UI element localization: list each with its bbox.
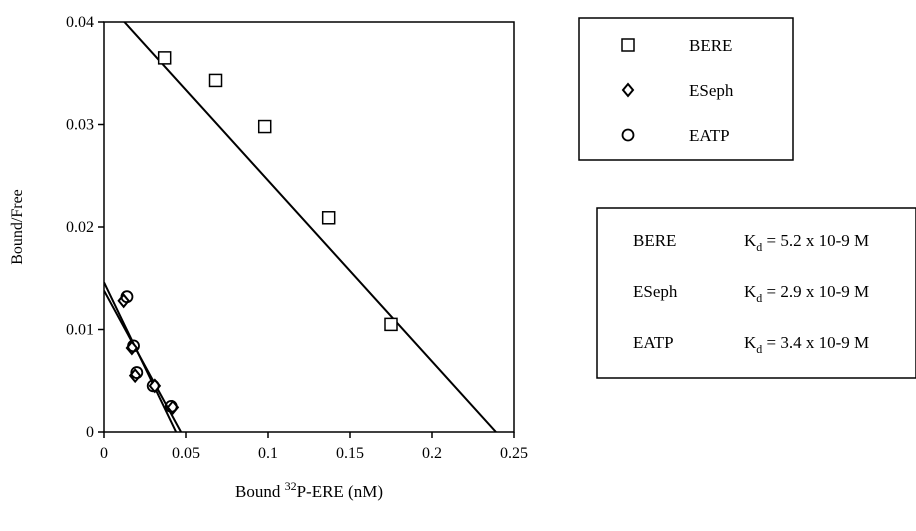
y-tick-label-1: 0.01: [66, 322, 94, 339]
legend-label-eatp: EATP: [689, 126, 730, 145]
point-eatp-4: [164, 399, 178, 413]
kd-row-value-bere: Kd = 5.2 x 10-9 M: [744, 231, 869, 254]
legend-label-eseph: ESeph: [689, 81, 734, 100]
x-axis-label-rest: P-ERE (nM): [297, 482, 383, 501]
y-tick-label-2: 0.02: [66, 219, 94, 236]
point-eatp-2: [130, 366, 144, 379]
kd-row-name-eseph: ESeph: [633, 282, 678, 301]
data-points: [117, 51, 398, 415]
legend-marker-eatp: [621, 128, 635, 142]
y-axis-label: Bound/Free: [9, 189, 26, 265]
legend-marker-bere: [621, 38, 635, 52]
kd-row-value-eseph: Kd = 2.9 x 10-9 M: [744, 282, 869, 305]
point-eatp-1: [127, 339, 140, 353]
fit-lines: [104, 22, 497, 432]
x-tick-label-3: 0.15: [336, 445, 364, 462]
legend: BERE ESeph EATP: [621, 36, 734, 145]
x-tick-label-4: 0.2: [422, 445, 442, 462]
point-bere-1: [208, 73, 223, 88]
x-tick-label-1: 0.05: [172, 445, 200, 462]
point-bere-4: [384, 317, 398, 332]
y-axis: 0 0.01 0.02 0.03 0.04: [66, 14, 104, 441]
kd-row-name-bere: BERE: [633, 231, 676, 250]
kd-table-box: [596, 207, 916, 379]
x-axis-label-superscript: 32: [285, 479, 297, 493]
y-tick-label-4: 0.04: [66, 14, 94, 31]
point-eatp-0: [120, 290, 134, 304]
kd-row-value-eatp: Kd = 3.4 x 10-9 M: [744, 333, 869, 356]
x-tick-label-0: 0: [100, 445, 108, 462]
fit-line-bere: [123, 22, 497, 432]
kd-row-name-eatp: EATP: [633, 333, 674, 352]
fit-line-eatp: [104, 281, 178, 432]
legend-box: [578, 17, 794, 161]
point-bere-2: [257, 119, 272, 134]
legend-marker-eseph: [621, 82, 635, 98]
x-axis: 0 0.05 0.1 0.15 0.2 0.25: [100, 432, 528, 462]
x-axis-label: Bound 32P-ERE (nM): [235, 479, 383, 501]
point-bere-0: [157, 51, 172, 65]
x-axis-label-main: Bound: [235, 482, 285, 501]
x-tick-label-5: 0.25: [500, 445, 528, 462]
x-tick-label-2: 0.1: [258, 445, 278, 462]
point-eatp-3: [146, 379, 160, 393]
point-bere-3: [321, 211, 336, 225]
y-tick-label-0: 0: [86, 424, 94, 441]
kd-table: BERE Kd = 5.2 x 10-9 M ESeph Kd = 2.9 x 10-…: [633, 231, 869, 356]
y-tick-label-3: 0.03: [66, 117, 94, 134]
legend-label-bere: BERE: [689, 36, 732, 55]
